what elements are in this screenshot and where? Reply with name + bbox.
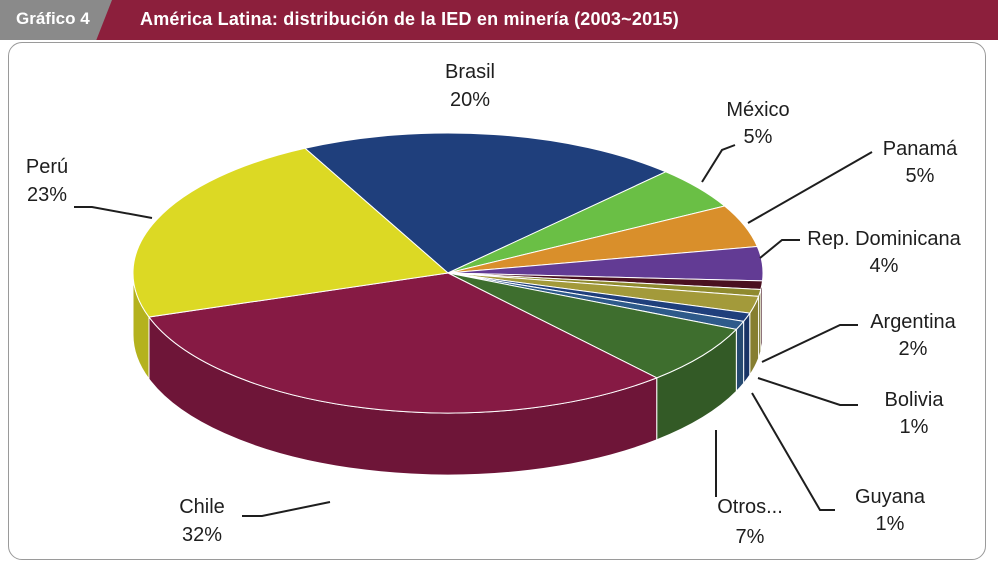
header-bar: [0, 0, 998, 40]
slice-percent-argentina: 2%: [899, 338, 928, 360]
slice-percent-bolivia: 1%: [900, 416, 929, 438]
leader-line-peru: [74, 206, 153, 219]
chart-frame: [8, 42, 986, 560]
slice-name-guyana: Guyana: [855, 486, 926, 508]
leader-line-panama: [747, 151, 873, 224]
slice-name-rep-dominicana: Rep. Dominicana: [807, 228, 961, 250]
leader-line-argentina: [761, 324, 858, 363]
slice-labels: Brasil 20% México 5% Panamá 5% Rep. Dominicana…: [26, 61, 962, 548]
slice-name-otros: Otros...: [717, 496, 783, 518]
chart-header: Gráfico 4 América Latina: distribución d…: [0, 0, 998, 40]
slice-name-chile: Chile: [179, 496, 225, 518]
pie-side-bolivia-7: [743, 311, 751, 385]
slice-percent-panama: 5%: [906, 165, 935, 187]
pie-side-guyana-8: [735, 319, 745, 393]
pie-slices: [132, 132, 764, 414]
pie-slice-brasil-0: [303, 132, 667, 274]
leader-line-bolivia: [757, 377, 858, 406]
slice-name-argentina: Argentina: [870, 311, 956, 333]
pie-slice-otros-9: [447, 272, 738, 379]
slice-percent-chile: 32%: [182, 524, 222, 546]
slice-percent-rep-dominicana: 4%: [870, 255, 899, 277]
leader-line-chile: [242, 501, 331, 517]
slice-percent-otros: 7%: [736, 526, 765, 548]
leader-lines: [74, 144, 873, 517]
leader-line-guyana: [751, 392, 835, 511]
figure-tag-text: Gráfico 4: [16, 9, 90, 28]
slice-percent-guyana: 1%: [876, 513, 905, 535]
slice-name-brasil: Brasil: [445, 61, 495, 83]
slice-name-peru: Perú: [26, 156, 68, 178]
slice-percent-peru: 23%: [27, 184, 67, 206]
pie-slice-chile-10: [148, 272, 658, 414]
leader-line-mexico: [701, 144, 736, 183]
slice-name-bolivia: Bolivia: [885, 389, 945, 411]
slice-percent-brasil: 20%: [450, 89, 490, 111]
slice-percent-mexico: 5%: [744, 126, 773, 148]
leader-line-rep-dominicana: [759, 239, 800, 259]
slice-name-mexico: México: [726, 99, 789, 121]
chart-title: América Latina: distribución de la IED e…: [140, 9, 679, 29]
pie-slice-peru-11: [132, 147, 450, 318]
figure-tag: Gráfico 4: [0, 0, 112, 40]
slice-name-panama: Panamá: [883, 138, 958, 160]
